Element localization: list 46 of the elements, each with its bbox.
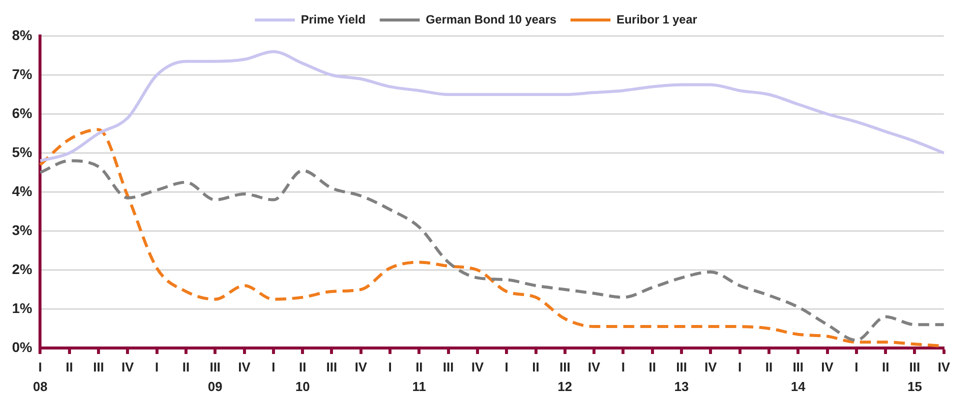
x-tick-label: I (738, 359, 742, 374)
x-tick-label: I (504, 359, 508, 374)
x-tick-label: I (272, 359, 276, 374)
x-tick-label: II (66, 359, 73, 374)
x-tick-label: I (388, 359, 392, 374)
x-tick-label: IV (588, 359, 601, 374)
y-tick-label: 4% (12, 182, 33, 199)
y-tick-label: 6% (12, 104, 33, 121)
y-tick-label: 8% (12, 26, 33, 43)
x-tick-label: III (442, 359, 454, 374)
x-tick-label: I (621, 359, 626, 374)
x-tick-label: III 15 (907, 359, 922, 394)
legend-label: German Bond 10 years (426, 12, 557, 26)
x-tick-label: II 11 (412, 359, 426, 394)
x-tick-label: III 12 (558, 359, 572, 394)
x-tick-label: IV (122, 359, 134, 374)
x-tick-label: IV (938, 359, 950, 374)
x-tick-label: III (93, 359, 104, 374)
y-tick-label: 7% (12, 66, 33, 82)
x-tick-label: IV (821, 359, 834, 374)
y-tick-label: 1% (12, 300, 33, 316)
x-tick-label: I (155, 359, 159, 374)
x-tick-label: III 14 (790, 359, 806, 394)
y-tick-label: 2% (12, 260, 33, 277)
legend-label: Euribor 1 year (616, 12, 698, 26)
x-tick-label: II (765, 359, 773, 374)
x-tick-label: II (532, 359, 540, 374)
legend-label: Prime Yield (300, 12, 366, 26)
y-tick-label: 3% (12, 222, 33, 238)
x-tick-label: III (326, 359, 338, 374)
x-tick-label: II 10 (295, 359, 310, 394)
x-tick-label: IV (354, 359, 368, 374)
line-series (38, 159, 946, 342)
x-tick-label: III 13 (674, 359, 689, 394)
x-tick-label: III 09 (208, 359, 222, 394)
line-series (38, 50, 946, 162)
y-tick-label: 5% (12, 144, 33, 160)
x-tick-label: I 08 (33, 359, 48, 394)
x-tick-label: IV (704, 359, 718, 374)
y-tick-label: 0% (12, 338, 33, 355)
x-tick-label: II (182, 359, 190, 374)
x-tick-label: II (882, 359, 890, 374)
x-tick-label: IV (238, 359, 251, 374)
x-tick-label: II (648, 359, 656, 374)
x-tick-label: I (854, 359, 858, 374)
x-tick-label: IV (471, 359, 484, 374)
